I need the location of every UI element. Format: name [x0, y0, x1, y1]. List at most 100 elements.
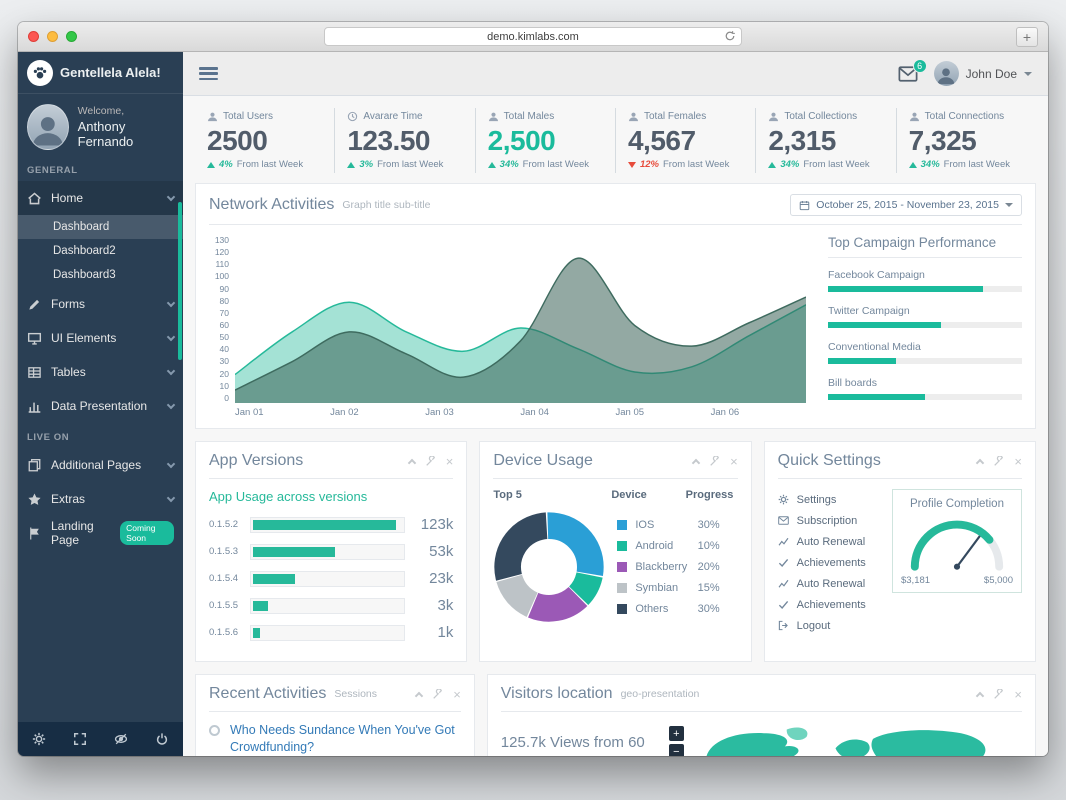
sidebar-submenu-home: Dashboard Dashboard2 Dashboard3: [18, 215, 183, 287]
browser-window: demo.kimlabs.com + Gentellela Alela! Wel…: [18, 22, 1048, 756]
wrench-icon[interactable]: [425, 455, 436, 467]
collapse-icon[interactable]: [414, 690, 424, 700]
refresh-icon[interactable]: [724, 30, 736, 45]
arrow-up-icon: [908, 161, 917, 168]
edit-icon: [27, 297, 42, 312]
sidebar-item-additional-pages[interactable]: Additional Pages: [18, 448, 183, 482]
version-bar-row: 0.1.5.4 23k: [209, 570, 454, 587]
device-usage-panel: Device Usage × Top 5 Device Progress: [479, 441, 752, 662]
wrench-icon[interactable]: [432, 688, 443, 700]
app-title: Gentellela Alela!: [60, 65, 161, 80]
quick-settings-item[interactable]: Settings: [778, 489, 884, 510]
device-row: IOS 30%: [617, 515, 737, 536]
url-bar[interactable]: demo.kimlabs.com: [324, 27, 742, 46]
sidebar-item-data-presentation[interactable]: Data Presentation: [18, 389, 183, 423]
version-bar-row: 0.1.5.5 3k: [209, 597, 454, 614]
sidebar-item-landing-page[interactable]: Landing Page Coming Soon: [18, 516, 183, 550]
fullscreen-button[interactable]: [59, 722, 100, 756]
visitors-location-panel: Visitors location geo-presentation × 125…: [486, 674, 1036, 756]
wrench-icon[interactable]: [993, 688, 1004, 700]
collapse-icon[interactable]: [976, 690, 985, 700]
arrow-up-icon: [487, 161, 496, 168]
messages-badge: 6: [912, 58, 927, 73]
quick-settings-item[interactable]: Subscription: [777, 510, 884, 531]
table-icon: [27, 365, 42, 380]
timeline-dot-icon: [209, 725, 220, 736]
device-row: Others 30%: [617, 599, 737, 620]
close-icon[interactable]: ×: [445, 453, 454, 469]
wrench-icon[interactable]: [709, 455, 720, 467]
menu-toggle-button[interactable]: [199, 67, 218, 80]
chevron-down-icon: [166, 332, 176, 341]
user-menu[interactable]: John Doe: [933, 61, 1032, 86]
sidebar-subitem-dashboard3[interactable]: Dashboard3: [53, 269, 116, 281]
bar-chart-icon: [27, 399, 42, 414]
user-icon: [769, 112, 779, 122]
minimize-window-button[interactable]: [47, 31, 58, 42]
close-icon[interactable]: ×: [1014, 453, 1022, 469]
progress-bar: [253, 627, 261, 638]
device-table-header: Top 5 Device Progress: [493, 489, 734, 501]
progress-bar: [828, 358, 896, 364]
sidebar-item-tables[interactable]: Tables: [18, 355, 183, 389]
legend-swatch: [617, 541, 628, 551]
messages-button[interactable]: 6: [898, 58, 927, 82]
user-avatar: [933, 61, 959, 86]
user-icon: [488, 112, 498, 122]
chevron-down-icon: [166, 459, 176, 468]
app-logo[interactable]: Gentellela Alela!: [18, 52, 183, 94]
arrow-up-icon: [347, 161, 356, 168]
top-campaign-performance: Top Campaign Performance Facebook Campai…: [824, 235, 1022, 418]
panel-subtitle: Graph title sub-title: [342, 199, 431, 211]
map-zoom-in-button[interactable]: +: [668, 726, 684, 741]
date-range-picker[interactable]: October 25, 2015 - November 23, 2015: [790, 194, 1022, 216]
sidebar-item-ui-elements[interactable]: UI Elements: [18, 321, 183, 355]
y-axis-ticks: 130 120 110 100 90 80 70 60 50 40 30 20 10 0: [214, 235, 229, 403]
quick-settings-item[interactable]: Auto Renewal: [778, 531, 884, 552]
device-donut-chart: [494, 512, 604, 622]
activity-item: Who Needs Sundance When You've Got Crowd…: [209, 722, 461, 756]
sidebar-item-forms[interactable]: Forms: [18, 287, 183, 321]
calendar-icon: [800, 200, 810, 210]
close-icon[interactable]: ×: [730, 453, 738, 469]
eye-slash-icon[interactable]: [101, 722, 142, 756]
zoom-window-button[interactable]: [66, 31, 77, 42]
quick-settings-item[interactable]: Logout: [778, 615, 884, 636]
section-general-label: GENERAL: [27, 165, 78, 176]
progress-bar: [828, 322, 941, 328]
settings-button[interactable]: [18, 722, 59, 756]
quick-settings-item[interactable]: Auto Renewal: [778, 573, 884, 594]
wrench-icon[interactable]: [993, 455, 1004, 467]
pages-icon: [27, 458, 42, 473]
caret-down-icon: [1005, 203, 1013, 207]
close-window-button[interactable]: [28, 31, 39, 42]
stat-total-collections: Total Collections 2,315 34% From last Wee…: [755, 108, 895, 173]
world-map: + −: [668, 722, 1022, 756]
sidebar-scrollbar[interactable]: [178, 202, 182, 360]
sidebar-subitem-dashboard[interactable]: Dashboard: [18, 215, 183, 239]
world-map-svg: [706, 727, 986, 756]
sidebar-subitem-dashboard2[interactable]: Dashboard2: [53, 245, 116, 257]
home-icon: [27, 191, 42, 206]
activity-headline[interactable]: Who Needs Sundance When You've Got Crowd…: [230, 723, 455, 754]
sidebar-item-home[interactable]: Home: [18, 181, 183, 215]
collapse-icon[interactable]: [691, 457, 701, 467]
collapse-icon[interactable]: [976, 457, 985, 467]
map-zoom-out-button[interactable]: −: [668, 744, 684, 756]
legend-swatch: [617, 520, 628, 530]
device-row: Symbian 15%: [617, 578, 737, 599]
star-icon: [27, 492, 42, 507]
quick-settings-item[interactable]: Achievements: [778, 594, 884, 615]
window-controls: [28, 31, 77, 42]
quick-settings-item[interactable]: Achievements: [778, 552, 884, 573]
close-icon[interactable]: ×: [453, 686, 461, 702]
stat-total-females: Total Females 4,567 12% From last Week: [614, 108, 755, 173]
stat-total-males: Total Males 2,500 34% From last Week: [474, 108, 615, 173]
close-icon[interactable]: ×: [1014, 686, 1022, 702]
collapse-icon[interactable]: [407, 457, 416, 467]
caret-down-icon: [1024, 71, 1032, 76]
sidebar-item-extras[interactable]: Extras: [18, 482, 183, 516]
new-tab-button[interactable]: +: [1016, 26, 1038, 47]
power-button[interactable]: [142, 722, 183, 756]
